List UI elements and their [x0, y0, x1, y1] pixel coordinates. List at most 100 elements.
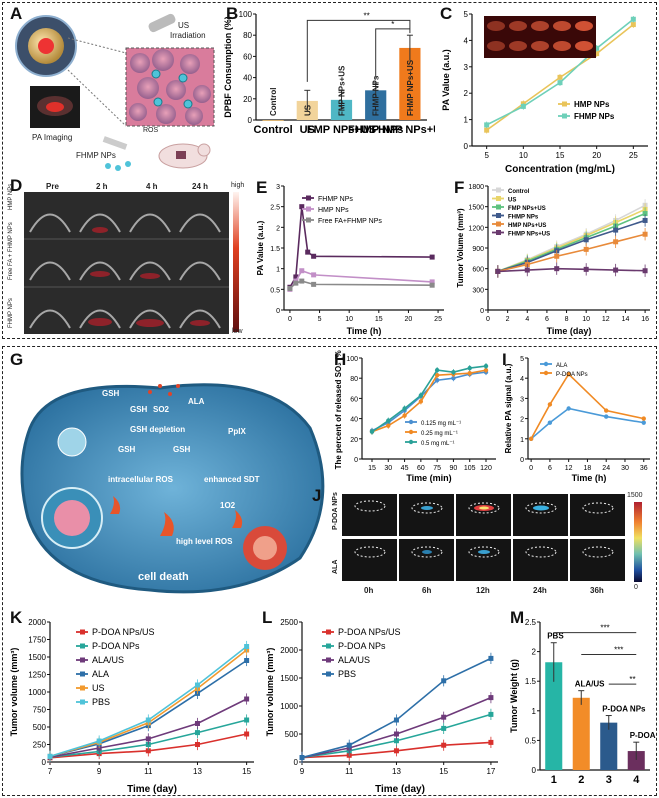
panel-letter-c: C [440, 4, 453, 23]
x-tick-label: 14 [622, 316, 630, 323]
pa-strip-spot [531, 21, 549, 31]
x-tick-label: 3 [606, 774, 612, 786]
legend-marker [496, 204, 501, 210]
x-axis-label: Time (day) [547, 326, 592, 336]
y-axis-label: Tumor volume (mm³) [9, 648, 19, 737]
data-point [642, 231, 648, 237]
data-point [299, 268, 305, 274]
chart-c-pa-concentration: 0 1 2 3 4 5 5 10 15 20 25 Concentration (mg/mL) PA V… [441, 10, 648, 175]
data-point [484, 127, 490, 133]
legend-marker [80, 671, 85, 677]
y-tick-label: 1750 [28, 636, 46, 645]
data-point [547, 402, 553, 407]
y-tick-label: 2 [276, 225, 280, 232]
x-tick-label: 12 [602, 316, 610, 323]
panel-letter-l: L [262, 608, 273, 627]
y-tick-label: 1000 [28, 688, 46, 697]
us-label: US [178, 21, 189, 30]
data-point [520, 103, 526, 109]
data-point [557, 80, 563, 86]
x-tick-label: 7 [48, 767, 53, 776]
panel-letter-i: I [502, 350, 507, 369]
pa-imaging-label: PA Imaging [32, 133, 72, 142]
data-point [434, 367, 440, 373]
chart-h-so2-release: 0 20 40 60 80 100 15 30 45 60 75 90 105 120 Time (min)… [334, 350, 496, 483]
data-point [604, 408, 609, 413]
x-tick-label: 8 [565, 316, 569, 323]
x-tick-label: 105 [464, 465, 476, 472]
x-axis-label: Time (day) [127, 784, 177, 795]
x-tick-label: 17 [486, 767, 495, 776]
pa-strip-spot [509, 21, 527, 31]
pa-strip-spot [487, 41, 505, 51]
bar [330, 99, 353, 120]
legend-marker [306, 206, 311, 212]
panel-g-schematic: GSH GSH SO2 ALA GSH depletion PpIX GSH G… [10, 368, 340, 600]
x-tick-label: Control [254, 124, 293, 136]
x-tick-label: 24 [602, 465, 610, 472]
x-tick-label: 10 [582, 316, 590, 323]
legend-marker [408, 419, 414, 425]
legend-marker [562, 113, 567, 119]
legend-label: HMP NPs [574, 100, 610, 109]
j-row-label: P-DOA NPs [332, 492, 339, 530]
series-line [530, 372, 644, 440]
data-point [604, 414, 609, 419]
pa-strip-spot [509, 41, 527, 51]
panel-letter-j: J [312, 486, 322, 505]
legend-label: ALA [556, 363, 567, 369]
y-tick-label: 80 [243, 31, 252, 40]
y-tick-label: 2 [520, 417, 524, 424]
panel-letter-g: G [10, 350, 24, 369]
y-tick-label: 1.5 [270, 246, 280, 253]
y-tick-label: 4 [520, 376, 524, 383]
legend-marker [306, 217, 311, 223]
y-tick-label: 1.5 [525, 677, 537, 686]
y-tick-label: 1 [464, 116, 469, 125]
x-tick-label: 5 [484, 151, 489, 160]
data-point [393, 731, 399, 737]
legend-label: 0.25 mg mL⁻¹ [421, 431, 458, 437]
y-tick-label: 0 [464, 142, 469, 151]
y-tick-label: 1500 [468, 205, 484, 212]
j-col-24h: 24h [533, 586, 547, 595]
data-point [566, 371, 571, 377]
pa-image-tiles [24, 213, 229, 329]
panel-letter-d: D [10, 176, 23, 195]
data-point [293, 280, 299, 286]
data-point [418, 399, 424, 404]
top-figure-frame [2, 2, 657, 339]
y-tick-label: 300 [472, 287, 484, 294]
x-tick-label: 2 [506, 316, 510, 323]
legend-label: ALA/US [92, 655, 124, 665]
pa-strip-spot [531, 41, 549, 51]
legend-marker [80, 629, 85, 635]
y-tick-label: 500 [33, 723, 47, 732]
scale-low-label: low [232, 328, 243, 335]
data-point [194, 742, 200, 747]
legend-label: FHMP NPs [318, 196, 353, 203]
chart-m-tumor-weight: 0 0.5 1 1.5 2 2.5 Tumor Weight (g) 1 PBS 2 ALA/US 3… [509, 618, 656, 786]
y-tick-label: 40 [350, 417, 358, 424]
legend-marker [543, 370, 549, 376]
x-tick-label: 30 [384, 465, 392, 472]
j-col-36h: 36h [590, 586, 604, 595]
chart-e-pa-time: 0 0.5 1 1.5 2 2.5 3 0 5 10 15 20 25 Time (h) PA Value … [256, 184, 444, 336]
bar-label: FHMP NPs+US [406, 59, 415, 116]
x-tick-label: 6 [548, 465, 552, 472]
data-point [393, 748, 399, 754]
x-tick-label: 75 [433, 465, 441, 472]
data-point [145, 736, 151, 742]
legend-marker [496, 196, 501, 201]
legend-label: P-DOA NPs/US [92, 627, 155, 637]
scale-high-label: high [231, 182, 245, 189]
y-tick-label: 80 [350, 376, 358, 383]
y-tick-label: 1000 [280, 702, 298, 711]
j-image-grid [342, 494, 627, 582]
data-point [524, 267, 530, 273]
data-point [402, 413, 407, 418]
data-point [528, 436, 534, 441]
panel-letter-k: K [10, 608, 23, 627]
data-point [594, 45, 600, 51]
legend-marker [80, 685, 85, 691]
